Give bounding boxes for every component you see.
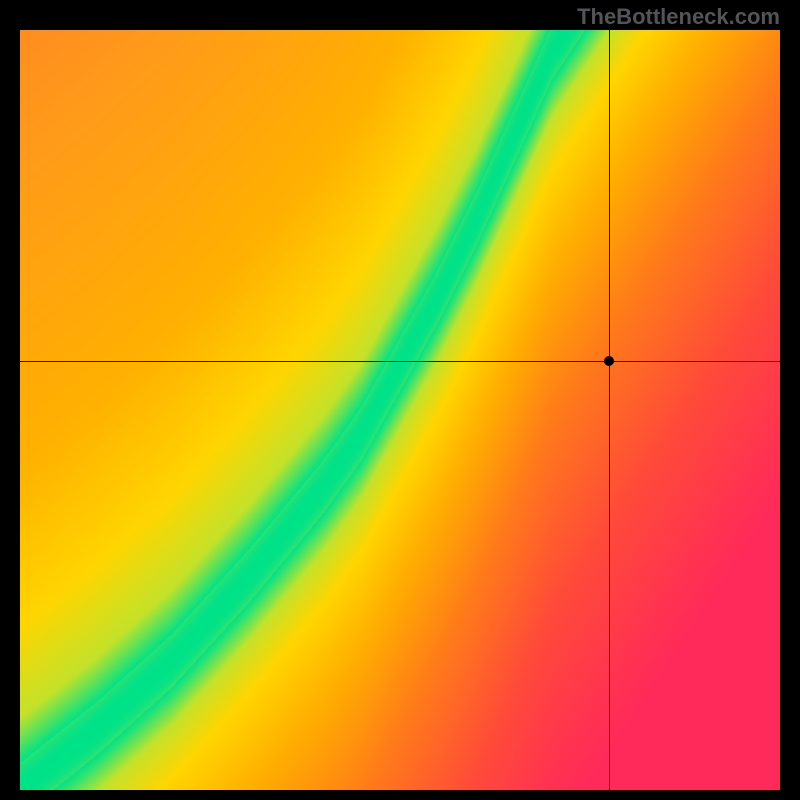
crosshair-vertical (609, 30, 610, 790)
bottleneck-heatmap (20, 30, 780, 790)
watermark-text: TheBottleneck.com (577, 4, 780, 30)
crosshair-marker (604, 356, 614, 366)
heatmap-canvas (20, 30, 780, 790)
crosshair-horizontal (20, 361, 780, 362)
